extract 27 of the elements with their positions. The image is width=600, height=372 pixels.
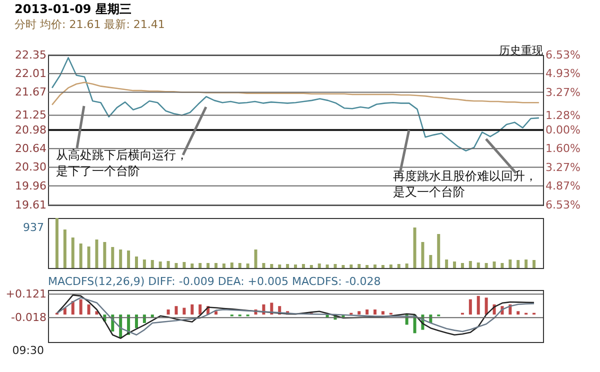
y-tick-label: 20.30 bbox=[15, 160, 46, 174]
y2-tick-label: 4.93% bbox=[546, 66, 580, 80]
y-tick-label: 22.35 bbox=[15, 48, 46, 62]
y2-tick-label: 3.27% bbox=[546, 161, 580, 174]
y-tick-label: 19.61 bbox=[15, 198, 46, 212]
y2-tick-label: 3.27% bbox=[546, 86, 580, 99]
y-tick-label: 21.25 bbox=[15, 108, 46, 122]
chart-subtitle: 分时 均价: 21.61 最新: 21.41 bbox=[14, 18, 165, 31]
chart-title: 2013-01-09 星期三 bbox=[14, 2, 132, 16]
y2-tick-label: 4.87% bbox=[546, 179, 580, 192]
y2-tick-label: 6.53% bbox=[546, 48, 580, 62]
annotation: 历史重现 bbox=[499, 44, 543, 57]
y2-tick-label: 1.28% bbox=[546, 108, 580, 122]
text: MACDFS(12,26,9) DIFF: -0.009 DEA: +0.005 MACDFS: -0.028 bbox=[48, 275, 381, 288]
y-tick-label: +0.121 bbox=[6, 288, 46, 301]
y-tick-label: 20.64 bbox=[15, 142, 46, 156]
y-tick-label: 20.98 bbox=[15, 124, 46, 136]
y-tick-label: 21.67 bbox=[15, 86, 46, 99]
y2-tick-label: 6.53% bbox=[546, 198, 580, 212]
text: 09:30 bbox=[12, 344, 44, 357]
y-tick-label: 19.96 bbox=[15, 179, 46, 192]
y-tick-label: -0.018 bbox=[11, 311, 46, 324]
y-tick-label: 22.01 bbox=[15, 67, 46, 80]
y2-tick-label: 1.60% bbox=[546, 142, 580, 155]
text: 937 bbox=[23, 221, 44, 234]
annotation: 从高处跳下后横向运行，是下了一个台阶 bbox=[56, 148, 188, 178]
y2-tick-label: 0.00% bbox=[546, 124, 580, 136]
